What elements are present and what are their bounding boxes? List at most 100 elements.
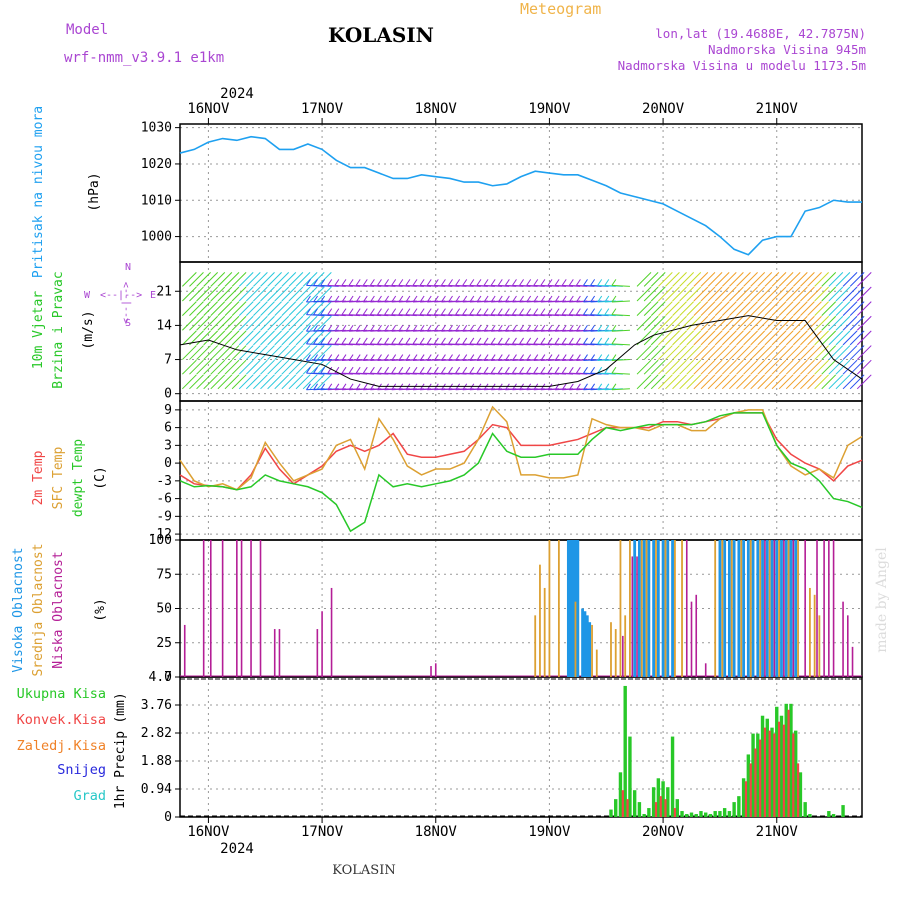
wind-barb (757, 301, 773, 317)
wind-barb (792, 301, 808, 317)
wind-barb (260, 374, 275, 390)
wind-barb (778, 359, 794, 375)
wind-barb-flag (391, 295, 397, 303)
wind-barb-flag (583, 366, 588, 374)
wind-speed-line (179, 315, 863, 387)
wind-barb-flag (433, 308, 439, 315)
cloud-high-bar (633, 540, 637, 677)
cloud-low-bar (816, 540, 818, 677)
cloud-high-bar (581, 608, 584, 677)
wind-barb (189, 272, 204, 287)
wind-barb-flag (341, 383, 347, 391)
wind-barb (849, 330, 865, 346)
precip-total-bar (727, 811, 732, 817)
wind-barb (316, 286, 332, 302)
wind-barb-flag (583, 383, 588, 391)
cloud-mid-bar (619, 540, 622, 677)
wind-barb (210, 286, 226, 302)
wind-barb-flag (412, 325, 418, 332)
temp-ylabel-2: SFC Temp (51, 447, 66, 510)
wind-barb-flag (583, 325, 588, 332)
wind-barb (856, 345, 872, 360)
wind-barb (182, 286, 197, 302)
precip-total-bar (623, 685, 627, 817)
precip-total-bar (732, 802, 736, 817)
precip-total-bar (628, 736, 632, 817)
cloud-low-bar (792, 540, 795, 677)
wind-barb (274, 345, 290, 360)
wind-barb (196, 359, 211, 375)
wind-barb (750, 359, 766, 375)
wind-barb-flag (398, 295, 404, 303)
wind-barb (721, 286, 737, 302)
wind-barb (665, 315, 680, 331)
wind-barb (700, 286, 716, 302)
wind-barb (764, 286, 780, 302)
wind-barb (821, 315, 837, 331)
wind-barb-flag (568, 366, 574, 374)
precip-conv-bar (787, 709, 790, 817)
wind-barb (238, 359, 254, 375)
wind-barb (842, 359, 858, 375)
wind-barb-flag (590, 337, 596, 345)
wind-barb (757, 359, 773, 375)
pressure-units: (hPa) (87, 172, 102, 211)
precip-conv-bar (673, 808, 677, 817)
wind-barb (611, 329, 630, 332)
cloud-low-bar (823, 540, 825, 677)
wind-barb-flag (462, 354, 468, 361)
wind-barb-flag (412, 279, 418, 286)
wind-barb (224, 359, 240, 375)
wind-barb (636, 359, 652, 375)
wind-barb-flag (334, 366, 340, 374)
wind-barb-flag (547, 325, 553, 332)
wind-barb-flag (561, 354, 567, 361)
wind-barb (288, 345, 304, 360)
wind-barb (302, 345, 318, 360)
cloud-low-bar (636, 556, 638, 677)
wind-barb-flag (504, 279, 510, 286)
wind-barb-flag (341, 366, 347, 374)
wind-barb (814, 315, 829, 331)
wind-barb-flag (497, 308, 503, 315)
wind-barb-flag (441, 337, 446, 345)
wind-barb (665, 301, 680, 317)
precip-total-bar (656, 778, 661, 817)
wind-barb-flag (348, 354, 354, 361)
wind-barb (224, 345, 240, 360)
wind-barb-flag (590, 366, 596, 374)
wind-barb (210, 315, 226, 331)
wind-barb-flag (469, 366, 475, 374)
precip-total-bar (722, 808, 727, 817)
wind-barb (743, 345, 758, 360)
cloud-mid-bar (624, 615, 627, 677)
wind-barb (182, 301, 197, 317)
wind-barb (757, 330, 773, 346)
wind-barb (792, 272, 808, 287)
wind-barb-flag (306, 279, 311, 286)
wind-barb-flag (341, 337, 347, 345)
precip-conv-bar (664, 799, 667, 817)
wind-barb (771, 301, 787, 317)
wind-barb (643, 286, 659, 302)
cloud-high-bar (723, 540, 727, 677)
wind-barb (807, 272, 822, 287)
wind-barb-flag (533, 325, 539, 332)
wind-barb (267, 286, 282, 302)
precip-total-bar (798, 772, 803, 817)
wind-barb (260, 286, 275, 302)
wind-barb (643, 315, 659, 331)
wind-barb-flag (306, 295, 311, 303)
wind-barb-flag (554, 308, 560, 315)
wind-barb-flag (441, 354, 446, 361)
wind-barb-flag (504, 337, 510, 345)
wind-barb (778, 345, 794, 360)
wind-barb-flag (547, 354, 553, 361)
wind-barb (714, 315, 730, 331)
wind-barb (196, 315, 211, 331)
wind-barb-flag (575, 383, 581, 391)
wind-barb-flag (490, 337, 496, 345)
precip-total-bar (808, 814, 812, 817)
wind-barb-flag (455, 354, 461, 361)
wind-barb (707, 374, 723, 390)
